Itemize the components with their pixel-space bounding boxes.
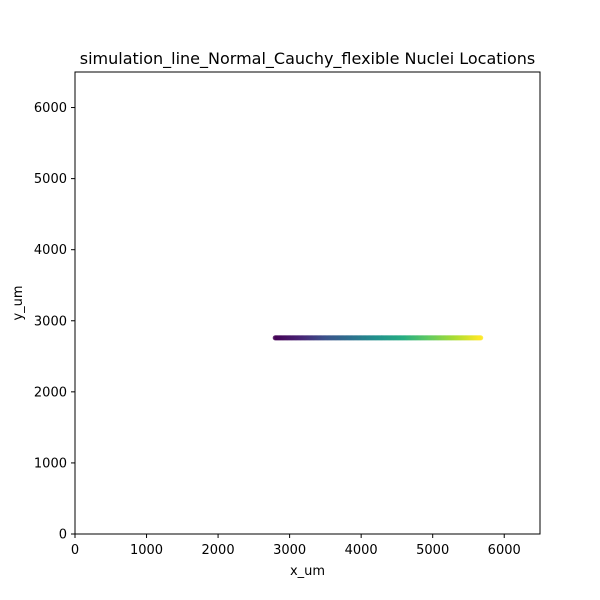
y-tick-label: 3000 [34,314,67,329]
plot-area [272,335,484,341]
y-tick-label: 4000 [34,243,67,258]
axes-frame [74,71,541,535]
x-tick-label: 6000 [488,543,521,558]
x-tick-label: 2000 [202,543,235,558]
x-axis: 0 1000 2000 3000 4000 5000 6000 [71,534,521,558]
x-tick-label: 1000 [130,543,163,558]
x-axis-label: x_um [290,564,325,579]
y-tick-label: 1000 [34,456,67,471]
y-tick-label: 5000 [34,172,67,187]
y-axis-label: y_um [11,285,26,320]
x-tick-label: 5000 [416,543,449,558]
y-tick-label: 2000 [34,385,67,400]
y-axis: 0 1000 2000 3000 4000 5000 6000 [34,101,75,543]
x-tick-label: 0 [71,543,79,558]
y-tick-label: 6000 [34,101,67,116]
chart-title: simulation_line_Normal_Cauchy_flexible N… [80,49,536,69]
y-tick-label: 0 [59,528,67,543]
x-tick-label: 3000 [273,543,306,558]
nucleus-point [478,335,484,341]
x-tick-label: 4000 [345,543,378,558]
